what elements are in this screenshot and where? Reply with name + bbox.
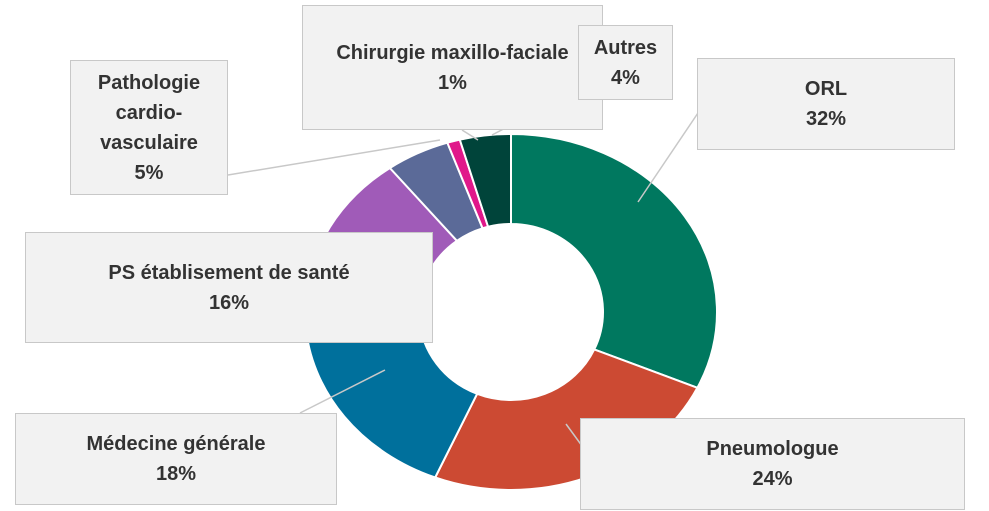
- category-label: Autres: [593, 36, 658, 59]
- data-label: Pathologie cardio-vasculaire 5%: [70, 60, 228, 195]
- leader-line: [299, 369, 386, 414]
- leader-line: [227, 139, 441, 176]
- category-label: Chirurgie maxillo-faciale: [336, 41, 569, 64]
- category-label: Pathologie cardio-vasculaire: [97, 71, 201, 154]
- donut-slice: [458, 132, 512, 228]
- value-label: 32%: [805, 108, 847, 130]
- category-label: PS établisement de santé: [108, 261, 350, 284]
- category-label: ORL: [804, 78, 848, 100]
- value-label: 1%: [438, 71, 467, 94]
- leader-line: [461, 129, 479, 141]
- value-label: 24%: [752, 468, 793, 490]
- data-label: ORL 32%: [697, 58, 955, 150]
- donut-slice: [510, 132, 718, 390]
- leader-line: [637, 109, 701, 203]
- data-label: Autres 4%: [578, 25, 673, 100]
- category-label: Pneumologue: [706, 438, 839, 460]
- data-label: Pneumologue 24%: [580, 418, 965, 510]
- value-label: 18%: [155, 463, 197, 485]
- value-label: 16%: [208, 291, 250, 314]
- value-label: 5%: [134, 161, 164, 184]
- data-label: Chirurgie maxillo-faciale 1%: [302, 5, 603, 130]
- data-label: PS établisement de santé 16%: [25, 232, 433, 343]
- value-label: 4%: [611, 66, 640, 89]
- data-label: Médecine générale 18%: [15, 413, 337, 505]
- category-label: Médecine générale: [86, 433, 266, 455]
